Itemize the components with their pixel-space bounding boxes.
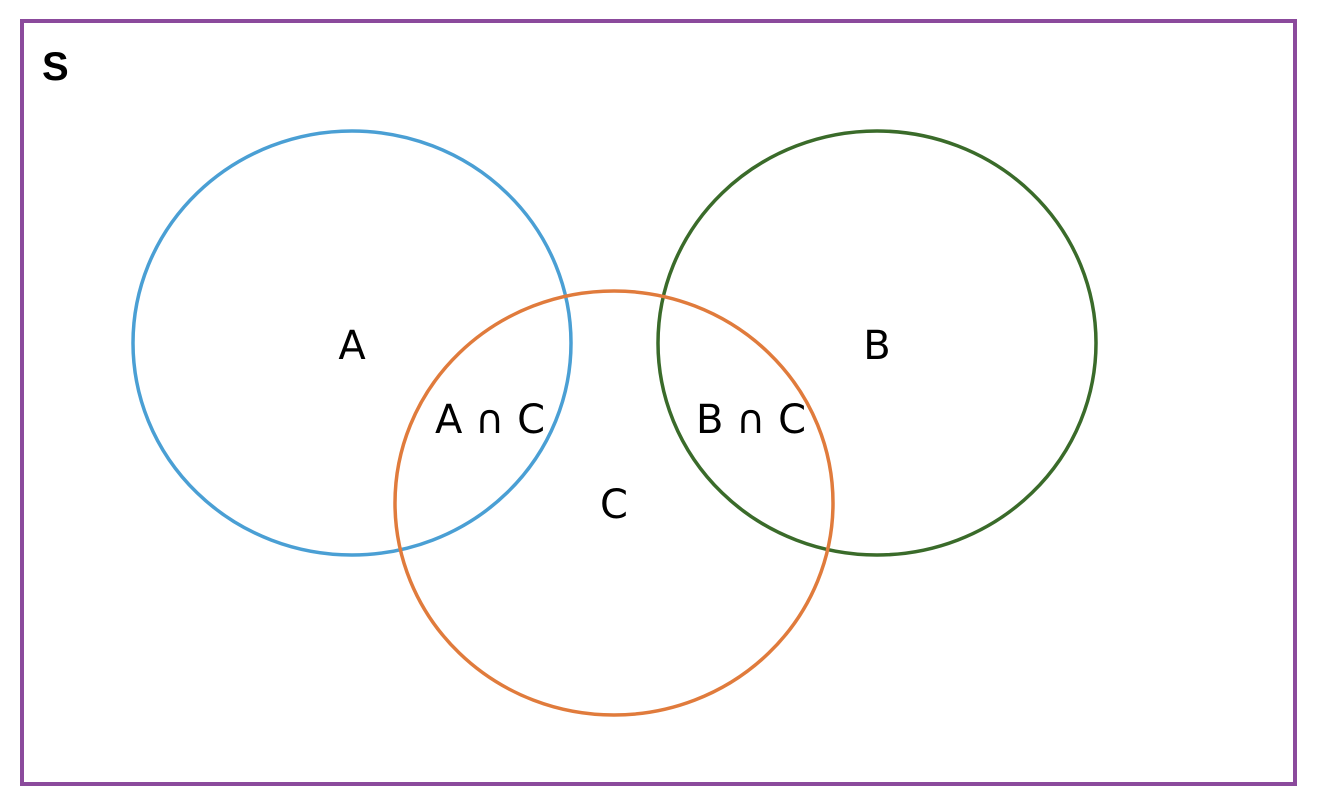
set-c-label: C [600,482,628,528]
set-b-circle [656,129,1098,557]
set-a-circle [131,129,573,557]
set-c-circle [393,289,835,717]
set-a-label: A [338,323,366,369]
intersection-a-c-label: A ∩ C [435,397,545,443]
universe-label: S [42,45,69,89]
intersection-b-c-label: B ∩ C [696,397,806,443]
universe-rect [20,19,1297,786]
set-b-label: B [863,323,890,369]
